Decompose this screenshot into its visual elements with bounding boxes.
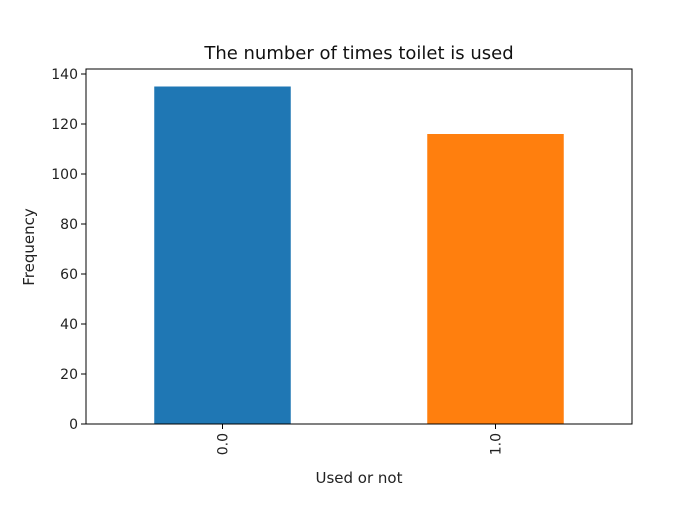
chart-title: The number of times toilet is used (203, 43, 513, 64)
y-axis-label: Frequency (20, 208, 38, 286)
y-tick-label: 140 (51, 67, 78, 83)
y-axis-ticks: 0 20 40 60 80 100 120 140 (51, 67, 86, 433)
x-tick-label: 0.0 (216, 433, 232, 455)
y-tick-label: 20 (60, 367, 78, 383)
bar-0.0 (154, 86, 291, 424)
bars-group (154, 86, 564, 424)
y-tick-label: 40 (60, 317, 78, 333)
plot-frame (85, 68, 633, 425)
x-tick-label: 1.0 (489, 433, 505, 455)
y-tick-label: 120 (51, 117, 78, 133)
x-axis-label: Used or not (316, 469, 403, 487)
x-axis-ticks: 0.0 1.0 (216, 424, 505, 455)
y-tick-label: 80 (60, 217, 78, 233)
y-tick-label: 60 (60, 267, 78, 283)
y-tick-label: 0 (69, 417, 78, 433)
bar-1.0 (427, 134, 564, 424)
y-tick-label: 100 (51, 167, 78, 183)
